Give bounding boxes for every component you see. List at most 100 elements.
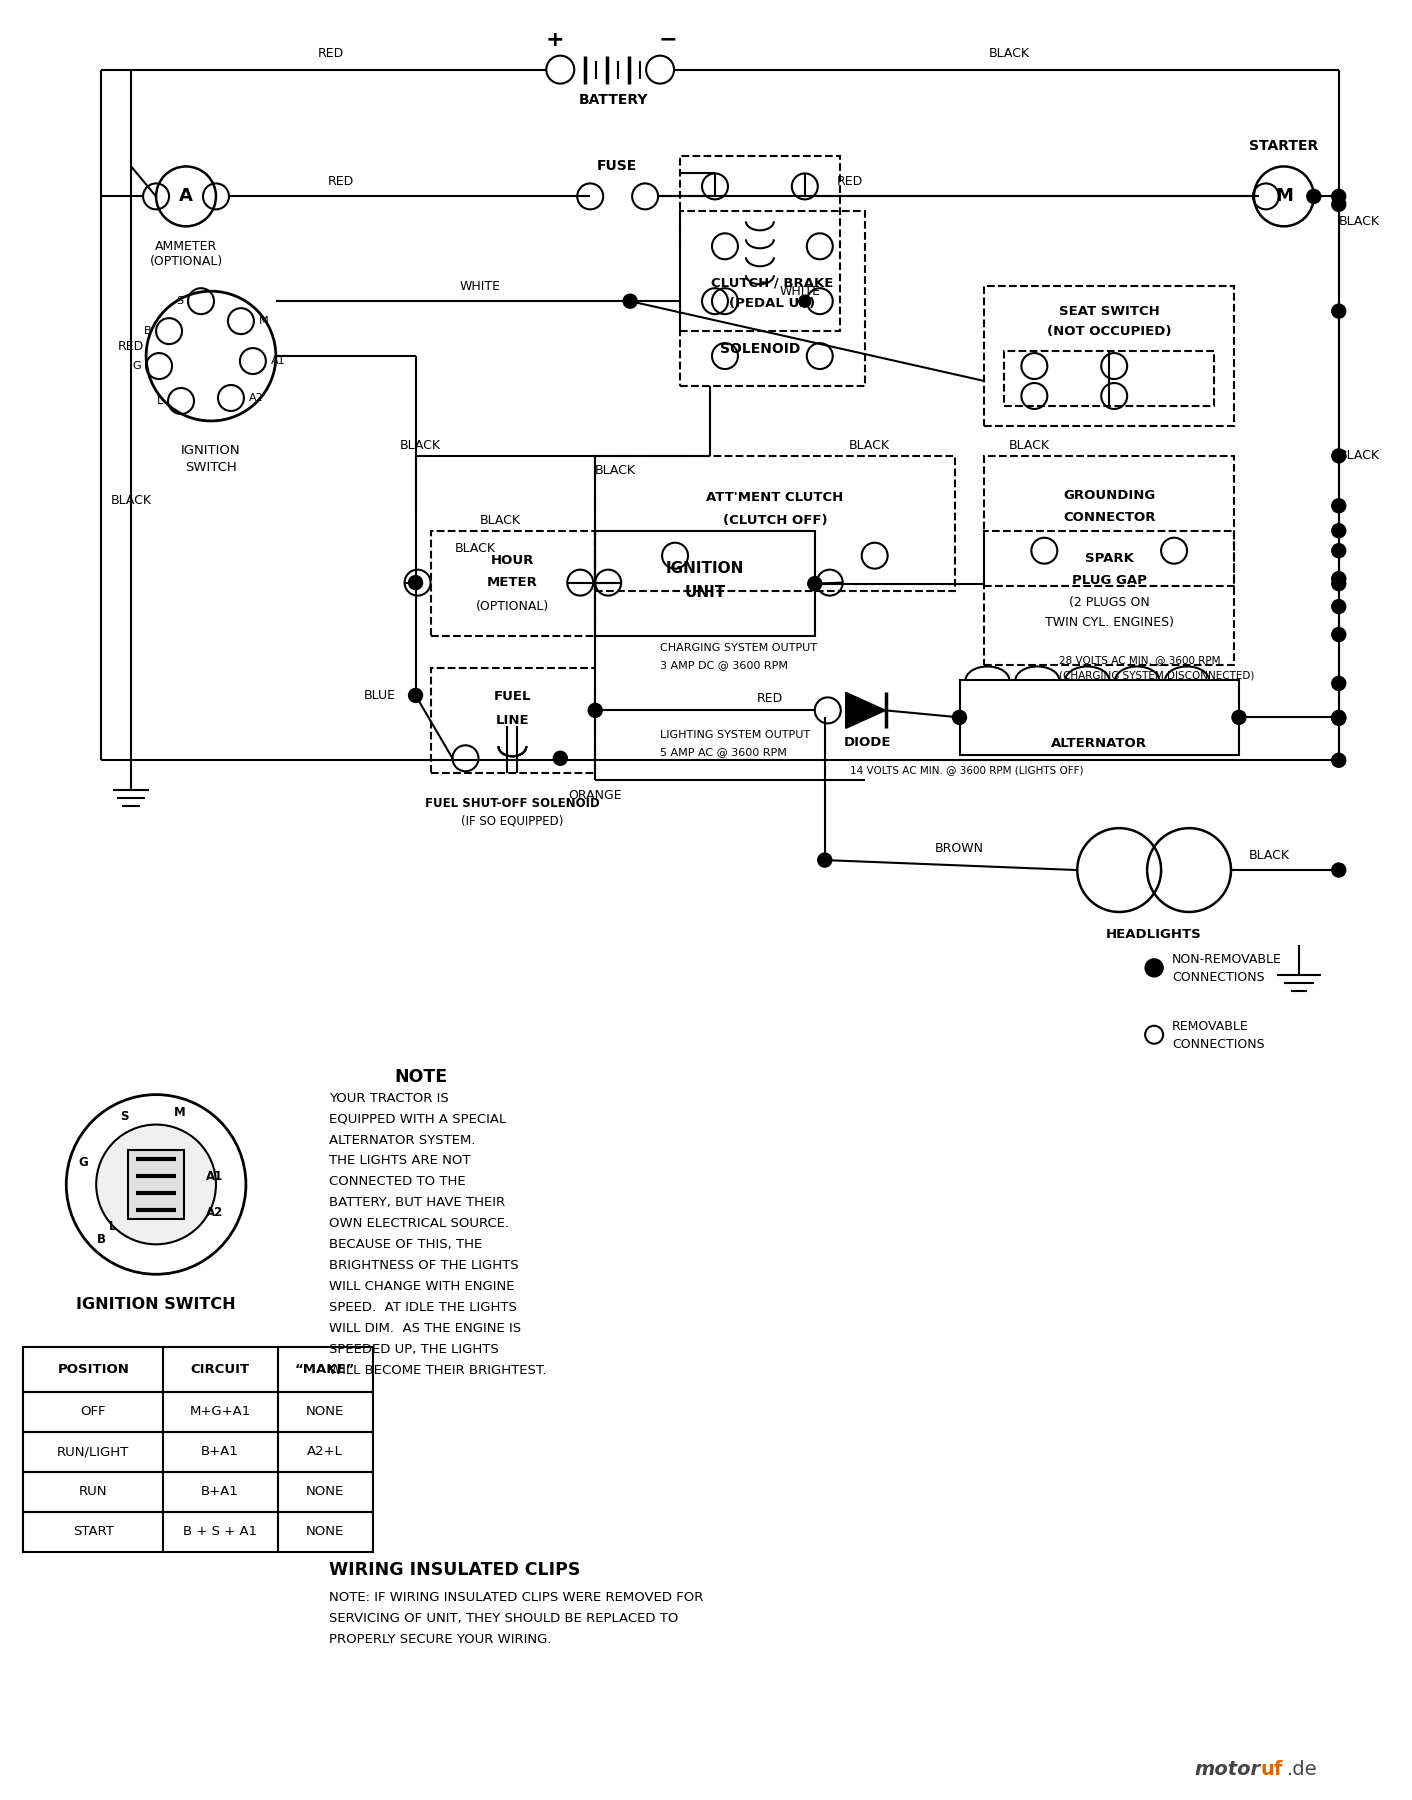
Text: IGNITION SWITCH: IGNITION SWITCH [76, 1296, 236, 1312]
Text: STARTER: STARTER [1250, 139, 1319, 153]
Text: A2: A2 [249, 392, 264, 403]
Text: DIODE: DIODE [844, 736, 891, 749]
Text: RED: RED [119, 340, 144, 353]
Text: B+A1: B+A1 [201, 1445, 239, 1458]
Circle shape [953, 711, 966, 724]
Circle shape [1332, 711, 1346, 724]
Text: IGNITION: IGNITION [181, 445, 241, 457]
Circle shape [1332, 599, 1346, 614]
Text: START: START [73, 1525, 113, 1539]
Circle shape [1332, 628, 1346, 641]
Text: B + S + A1: B + S + A1 [184, 1525, 257, 1539]
Text: WHITE: WHITE [460, 279, 501, 293]
Text: METER: METER [487, 576, 538, 589]
Circle shape [808, 576, 822, 590]
Text: CHARGING SYSTEM OUTPUT: CHARGING SYSTEM OUTPUT [659, 643, 818, 653]
Text: BLACK: BLACK [480, 515, 521, 527]
Text: M: M [258, 317, 268, 326]
Text: BLACK: BLACK [1248, 848, 1289, 862]
Text: SOLENOID: SOLENOID [720, 342, 801, 356]
Text: WIRING INSULATED CLIPS: WIRING INSULATED CLIPS [329, 1561, 580, 1579]
Text: RUN: RUN [79, 1485, 107, 1498]
Text: CONNECTED TO THE: CONNECTED TO THE [329, 1175, 466, 1188]
Bar [24, 1433, 373, 1472]
Text: SWITCH: SWITCH [185, 461, 237, 475]
Text: BLACK: BLACK [455, 542, 496, 554]
Text: CONNECTIONS: CONNECTIONS [1172, 1039, 1265, 1051]
Text: RED: RED [328, 175, 354, 187]
Circle shape [1332, 189, 1346, 203]
Text: CIRCUIT: CIRCUIT [191, 1363, 250, 1375]
Text: BLUE: BLUE [364, 689, 395, 702]
Bar [984, 531, 1234, 666]
Text: SPARK: SPARK [1084, 553, 1134, 565]
Text: IGNITION: IGNITION [666, 562, 744, 576]
Text: FUEL: FUEL [494, 689, 531, 704]
Bar [24, 1512, 373, 1552]
Bar [596, 531, 815, 635]
Circle shape [1332, 752, 1346, 767]
Text: GROUNDING: GROUNDING [1063, 490, 1155, 502]
Text: BLACK: BLACK [110, 495, 151, 508]
Circle shape [96, 1125, 216, 1244]
Text: WILL DIM.  AS THE ENGINE IS: WILL DIM. AS THE ENGINE IS [329, 1323, 521, 1336]
Circle shape [818, 853, 832, 868]
Text: NONE: NONE [305, 1525, 345, 1539]
Text: A2+L: A2+L [306, 1445, 343, 1458]
Circle shape [1332, 677, 1346, 691]
Text: S: S [120, 1111, 128, 1123]
Text: REMOVABLE: REMOVABLE [1172, 1021, 1248, 1033]
Text: BECAUSE OF THIS, THE: BECAUSE OF THIS, THE [329, 1238, 481, 1251]
Text: BATTERY: BATTERY [579, 92, 648, 106]
Text: (CLUTCH OFF): (CLUTCH OFF) [723, 515, 827, 527]
Circle shape [1332, 304, 1346, 319]
Text: BLACK: BLACK [1339, 450, 1380, 463]
Text: CLUTCH / BRAKE: CLUTCH / BRAKE [710, 277, 833, 290]
Text: G: G [133, 362, 141, 371]
Text: −: − [659, 29, 678, 50]
Bar [128, 1150, 184, 1219]
Text: M+G+A1: M+G+A1 [189, 1406, 250, 1418]
Text: 28 VOLTS AC MIN. @ 3600 RPM: 28 VOLTS AC MIN. @ 3600 RPM [1059, 655, 1221, 666]
Circle shape [1145, 959, 1163, 977]
Bar [596, 455, 955, 590]
Circle shape [408, 688, 422, 702]
Text: WHITE: WHITE [779, 284, 820, 297]
Text: BLACK: BLACK [1339, 214, 1380, 229]
Text: SPEED.  AT IDLE THE LIGHTS: SPEED. AT IDLE THE LIGHTS [329, 1301, 517, 1314]
Circle shape [408, 576, 422, 590]
Text: RED: RED [757, 691, 784, 706]
Circle shape [589, 704, 602, 718]
Text: PLUG GAP: PLUG GAP [1072, 574, 1147, 587]
Circle shape [1332, 572, 1346, 585]
Circle shape [1231, 711, 1245, 724]
Text: BLACK: BLACK [596, 464, 637, 477]
Text: LINE: LINE [496, 715, 530, 727]
Text: BLACK: BLACK [400, 439, 441, 452]
Text: HOUR: HOUR [491, 554, 534, 567]
Text: 5 AMP AC @ 3600 RPM: 5 AMP AC @ 3600 RPM [659, 747, 786, 758]
Circle shape [1332, 544, 1346, 558]
Circle shape [1332, 862, 1346, 877]
Circle shape [1308, 189, 1320, 203]
Text: G: G [79, 1156, 88, 1168]
Text: POSITION: POSITION [58, 1363, 128, 1375]
Text: BROWN: BROWN [935, 842, 984, 855]
Text: HEADLIGHTS: HEADLIGHTS [1106, 929, 1202, 941]
Text: YOUR TRACTOR IS: YOUR TRACTOR IS [329, 1091, 449, 1105]
Text: LIGHTING SYSTEM OUTPUT: LIGHTING SYSTEM OUTPUT [659, 731, 810, 740]
Circle shape [623, 293, 637, 308]
Text: M: M [1275, 187, 1293, 205]
Bar [431, 668, 596, 774]
Text: AMMETER: AMMETER [155, 239, 217, 252]
Bar [431, 531, 596, 635]
Text: WILL CHANGE WITH ENGINE: WILL CHANGE WITH ENGINE [329, 1280, 514, 1292]
Text: WILL BECOME THEIR BRIGHTEST.: WILL BECOME THEIR BRIGHTEST. [329, 1364, 546, 1377]
Circle shape [1332, 576, 1346, 590]
Text: (OPTIONAL): (OPTIONAL) [476, 599, 549, 614]
Text: PROPERLY SECURE YOUR WIRING.: PROPERLY SECURE YOUR WIRING. [329, 1633, 551, 1645]
Bar [984, 455, 1234, 585]
Text: NONE: NONE [305, 1485, 345, 1498]
Text: (2 PLUGS ON: (2 PLUGS ON [1069, 596, 1149, 608]
Text: BLACK: BLACK [988, 47, 1029, 59]
